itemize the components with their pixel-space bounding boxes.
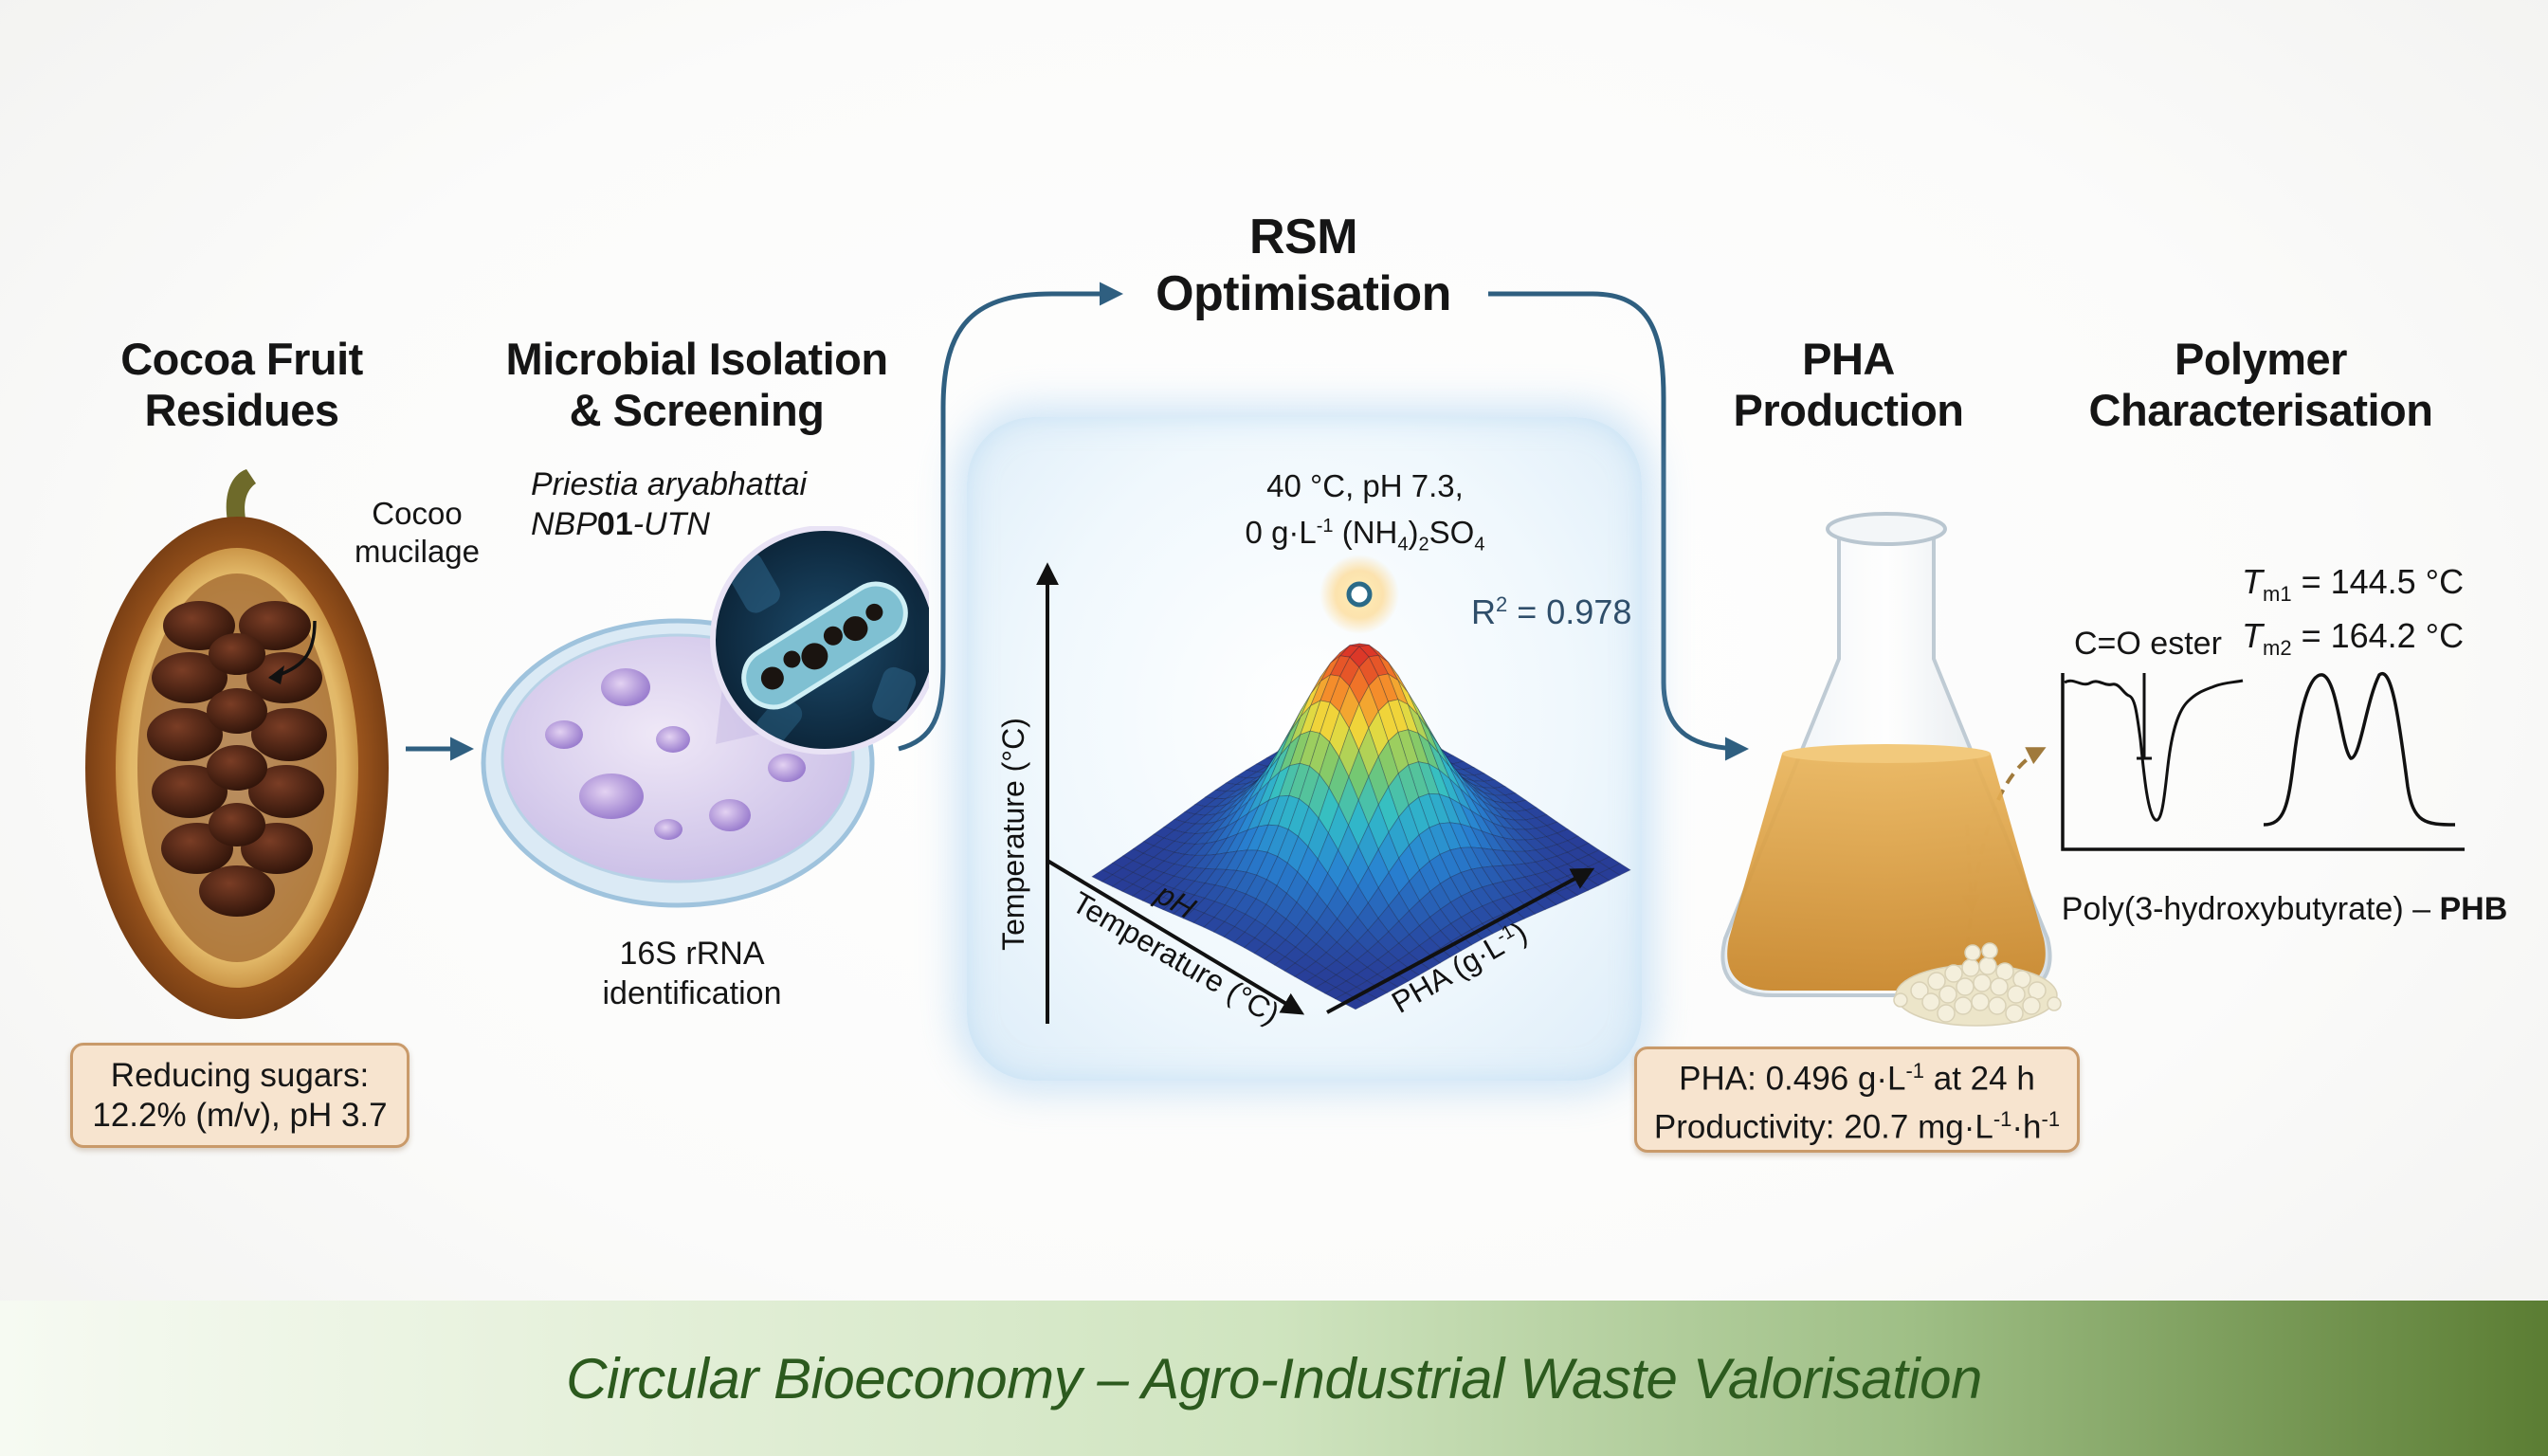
stage-title-rsm: RSM Optimisation xyxy=(1156,209,1451,321)
pod-stem xyxy=(226,469,256,523)
arrow-rsm-to-production xyxy=(1488,291,1749,761)
pha-concentration: PHA: 0.496 g·L-1 at 24 h xyxy=(1679,1059,2035,1098)
ester-band-label: C=O ester xyxy=(2074,626,2222,662)
production-results-box: PHA: 0.496 g·L-1 at 24 h Productivity: 2… xyxy=(1634,1046,2080,1153)
surface-mesh xyxy=(1091,643,1631,1010)
bacterium-micrograph xyxy=(727,553,917,745)
stage-title-characterisation: Polymer Characterisation xyxy=(2088,334,2433,435)
axis-ph-temperature xyxy=(1046,859,1305,1015)
tm1-label: Tm1 = 144.5 °C xyxy=(2242,562,2465,607)
petri-dish-illustration xyxy=(481,526,929,908)
arrow-isolation-to-rsm xyxy=(898,282,1123,752)
stage-title-isolation: Microbial Isolation & Screening xyxy=(505,334,888,435)
ftir-dsc-spectra xyxy=(2061,671,2465,851)
axis-pha xyxy=(1326,867,1595,1014)
r-squared-label: R2 = 0.978 xyxy=(1471,592,1632,631)
melting-temperatures: Tm1 = 144.5 °C Tm2 = 164.2 °C xyxy=(2242,561,2464,669)
axis-label-vertical: Temperature (°C) xyxy=(996,718,1030,951)
strain-label: NBP01-UTN xyxy=(531,506,710,542)
polymer-name: Poly(3-hydroxybutyrate) – PHB xyxy=(2061,891,2508,927)
optimum-marker xyxy=(1346,581,1373,608)
phb-granules-illustration xyxy=(1893,942,2062,1027)
optimum-conditions: 40 °C, pH 7.3, 0 g·L-1 (NH4)2SO4 xyxy=(1185,466,1545,565)
mucilage-label: Cocoo mucilage xyxy=(354,496,481,569)
stage-title-production: PHA Production xyxy=(1733,334,1964,435)
ester-marker xyxy=(2137,673,2152,760)
identification-label: 16S rRNA identification xyxy=(602,936,782,1011)
response-surface-plot: Temperature (°C) pH Temperature (°C) PHA… xyxy=(996,555,1631,1030)
productivity: Productivity: 20.7 mg·L-1·h-1 xyxy=(1653,1107,2061,1146)
erlenmeyer-flask-illustration xyxy=(1720,512,2052,997)
bacterial-colonies xyxy=(545,668,806,840)
ftir-spectrum xyxy=(2061,673,2465,851)
tm2-label: Tm2 = 164.2 °C xyxy=(2242,616,2465,661)
cocoa-pod-illustration xyxy=(85,469,389,1019)
optimum-line2: 0 g·L-1 (NH4)2SO4 xyxy=(1245,515,1485,555)
reducing-sugars-box: Reducing sugars: 12.2% (m/v), pH 3.7 xyxy=(70,1043,410,1148)
flask-lip xyxy=(1826,512,1947,546)
species-label: Priestia aryabhattai NBP01-UTN xyxy=(531,464,872,544)
footer-banner: Circular Bioeconomy – Agro-Industrial Wa… xyxy=(0,1301,2548,1456)
stage-title-cocoa: Cocoa Fruit Residues xyxy=(120,334,363,435)
cocoa-beans xyxy=(147,601,327,917)
flask-liquid xyxy=(1727,754,2046,991)
footer-text: Circular Bioeconomy – Agro-Industrial Wa… xyxy=(566,1346,1982,1410)
dsc-thermogram xyxy=(2263,671,2456,827)
